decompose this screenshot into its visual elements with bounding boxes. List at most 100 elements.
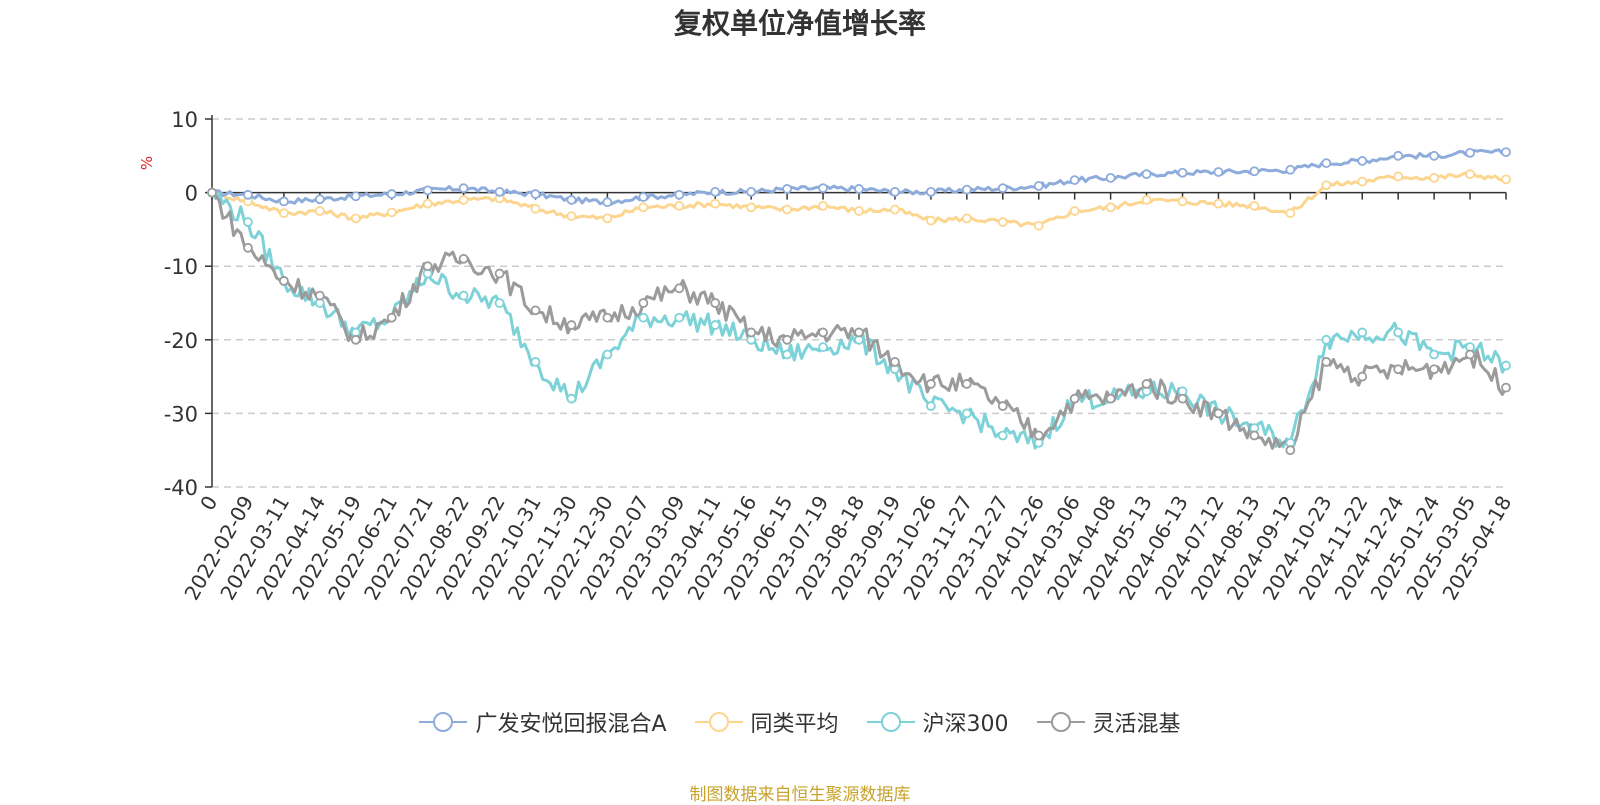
- data-point-marker: [710, 186, 721, 197]
- data-point-marker: [1105, 172, 1116, 183]
- data-point-marker: [278, 208, 289, 219]
- y-tick-label: 0: [185, 182, 198, 206]
- data-point-marker: [1141, 169, 1152, 180]
- data-point-marker: [566, 195, 577, 205]
- data-point-marker: [890, 186, 900, 197]
- data-point-marker: [854, 206, 864, 216]
- data-point-marker: [746, 327, 757, 338]
- data-point-marker: [890, 356, 900, 367]
- data-point-marker: [782, 334, 793, 345]
- data-point-marker: [854, 184, 864, 194]
- data-point-marker: [1501, 147, 1511, 158]
- y-axis-unit-label: %: [138, 156, 156, 170]
- data-point-marker: [1465, 349, 1475, 360]
- data-point-marker: [1141, 195, 1152, 205]
- data-point-marker: [1321, 158, 1332, 169]
- series-markers: [207, 147, 1511, 456]
- data-point-marker: [386, 189, 397, 199]
- data-point-marker: [1429, 364, 1440, 375]
- data-point-marker: [1177, 196, 1188, 207]
- legend-symbol-csi300: [866, 712, 915, 732]
- data-point-marker: [997, 401, 1008, 411]
- data-point-marker: [782, 204, 793, 215]
- data-point-marker: [602, 312, 613, 323]
- data-point-marker: [1357, 176, 1368, 187]
- data-point-marker: [997, 217, 1008, 227]
- data-point-marker: [997, 183, 1008, 194]
- data-point-marker: [1249, 166, 1260, 177]
- series-line: [210, 191, 1508, 452]
- axes: 100-10-20-30-4002022-02-092022-03-112022…: [164, 108, 1517, 604]
- data-point-marker: [494, 268, 505, 279]
- data-point-marker: [710, 320, 721, 330]
- data-point-marker: [1105, 393, 1116, 404]
- legend-label-flexible-mixed: 灵活混基: [1092, 712, 1181, 737]
- data-point-marker: [710, 198, 721, 209]
- data-point-marker: [1033, 430, 1044, 441]
- data-point-marker: [278, 196, 289, 207]
- data-point-marker: [746, 202, 757, 213]
- data-point-marker: [997, 430, 1008, 441]
- data-point-marker: [638, 312, 649, 323]
- x-tick-label: 0: [195, 492, 222, 515]
- data-point-marker: [422, 185, 433, 196]
- data-point-marker: [818, 342, 828, 353]
- data-point-marker: [207, 187, 217, 198]
- data-point-marker: [638, 192, 649, 202]
- data-point-marker: [1321, 180, 1332, 191]
- data-point-marker: [638, 202, 649, 213]
- data-point-marker: [1501, 360, 1511, 371]
- data-point-marker: [422, 198, 433, 209]
- data-point-marker: [1393, 171, 1404, 182]
- chart-title: 复权单位净值增长率: [674, 7, 926, 40]
- data-point-marker: [674, 312, 685, 323]
- legend-item-category-average[interactable]: 同类平均: [694, 706, 839, 738]
- legend-item-flexible-mixed[interactable]: 灵活混基: [1036, 706, 1181, 738]
- data-point-marker: [638, 298, 649, 308]
- data-point-marker: [925, 379, 936, 389]
- data-point-marker: [782, 184, 793, 194]
- data-point-marker: [278, 276, 289, 286]
- data-point-marker: [1429, 172, 1440, 183]
- y-tick-label: -20: [164, 329, 198, 353]
- data-point-marker: [1393, 150, 1404, 161]
- data-point-marker: [386, 312, 397, 323]
- data-point-marker: [458, 290, 469, 301]
- data-point-marker: [1321, 356, 1332, 367]
- data-point-marker: [1429, 349, 1440, 360]
- y-tick-label: -40: [164, 476, 198, 500]
- data-point-marker: [925, 186, 936, 197]
- legend: 广发安悦回报混合A 同类平均 沪深300 灵活混基: [0, 706, 1600, 738]
- data-point-marker: [1069, 393, 1080, 404]
- data-point-marker: [1285, 445, 1296, 456]
- data-point-marker: [1393, 364, 1404, 375]
- data-point-marker: [314, 290, 325, 301]
- data-point-marker: [350, 213, 361, 224]
- data-point-marker: [458, 183, 469, 194]
- legend-item-fund[interactable]: 广发安悦回报混合A: [419, 706, 667, 738]
- data-point-marker: [1213, 408, 1224, 419]
- data-point-marker: [1501, 382, 1511, 393]
- data-point-marker: [818, 183, 828, 194]
- y-tick-label: -30: [164, 402, 198, 426]
- data-point-marker: [530, 189, 541, 199]
- data-point-marker: [1069, 175, 1080, 185]
- legend-item-csi300[interactable]: 沪深300: [866, 706, 1009, 738]
- data-point-marker: [1249, 430, 1260, 441]
- data-point-marker: [1249, 200, 1260, 211]
- data-point-marker: [1357, 156, 1368, 166]
- data-point-marker: [494, 186, 505, 197]
- legend-symbol-flexible-mixed: [1036, 712, 1085, 732]
- data-point-marker: [710, 298, 721, 308]
- legend-symbol-category-average: [694, 712, 743, 732]
- data-point-marker: [314, 194, 325, 205]
- data-point-marker: [386, 207, 397, 218]
- data-point-marker: [1213, 167, 1224, 177]
- y-tick-label: -10: [164, 255, 198, 279]
- data-point-marker: [961, 184, 972, 195]
- data-point-marker: [602, 197, 613, 208]
- data-point-marker: [1501, 174, 1511, 185]
- data-point-marker: [422, 261, 433, 272]
- legend-label-category-average: 同类平均: [750, 712, 839, 737]
